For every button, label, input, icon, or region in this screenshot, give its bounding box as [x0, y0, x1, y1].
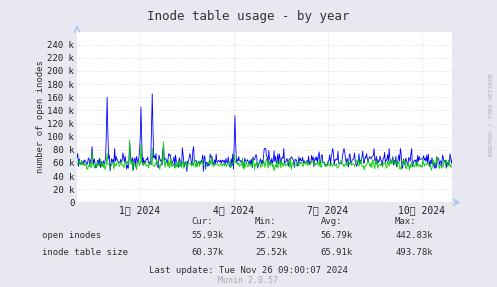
Text: Cur:: Cur:	[191, 217, 213, 226]
Y-axis label: number of open inodes: number of open inodes	[36, 61, 45, 173]
Text: Avg:: Avg:	[321, 217, 342, 226]
Text: 56.79k: 56.79k	[321, 231, 353, 240]
Text: Munin 2.0.57: Munin 2.0.57	[219, 276, 278, 285]
Text: 55.93k: 55.93k	[191, 231, 224, 240]
Text: 60.37k: 60.37k	[191, 248, 224, 257]
Text: 25.29k: 25.29k	[255, 231, 287, 240]
Text: RRDTOOL / TOBI OETIKER: RRDTOOL / TOBI OETIKER	[489, 73, 494, 156]
Text: 493.78k: 493.78k	[395, 248, 433, 257]
Text: Min:: Min:	[255, 217, 276, 226]
Text: 25.52k: 25.52k	[255, 248, 287, 257]
Text: Last update: Tue Nov 26 09:00:07 2024: Last update: Tue Nov 26 09:00:07 2024	[149, 266, 348, 275]
Text: Max:: Max:	[395, 217, 416, 226]
Text: inode table size: inode table size	[42, 248, 128, 257]
Text: Inode table usage - by year: Inode table usage - by year	[147, 10, 350, 23]
Text: 442.83k: 442.83k	[395, 231, 433, 240]
Text: open inodes: open inodes	[42, 231, 101, 240]
Text: 65.91k: 65.91k	[321, 248, 353, 257]
